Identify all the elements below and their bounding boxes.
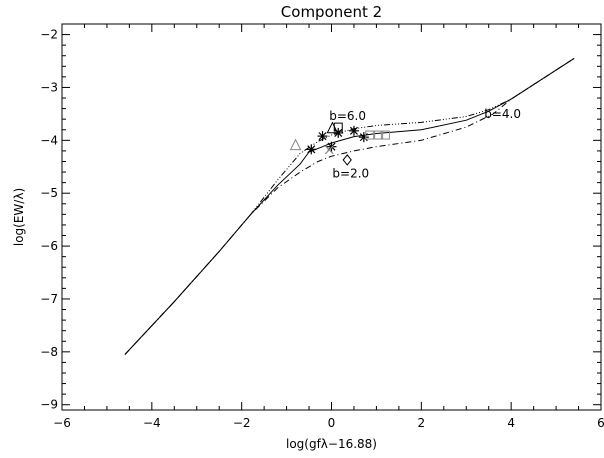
x-tick-label: 0 [328, 416, 336, 430]
y-axis-title: log(EW/λ) [12, 188, 26, 246]
triangle-marker [326, 121, 339, 134]
annotations-group: b=6.0 b=4.0 b=2.0 [329, 107, 521, 180]
square-marker [365, 130, 375, 140]
series-line [124, 57, 575, 355]
y-tick-label: −8 [40, 345, 58, 359]
y-tick-label: −9 [40, 398, 58, 412]
series-line [124, 57, 575, 355]
axis-ticks: −6 −4 −2 0 2 4 6 −9 −8 −7 −6 −5 −4 −3 −2 [40, 24, 604, 430]
markers-group [289, 121, 390, 166]
triangle-marker [289, 138, 302, 151]
x-axis-title: log(gfλ−16.88) [286, 437, 377, 451]
asterisk-marker [358, 132, 369, 143]
y-tick-label: −5 [40, 186, 58, 200]
square-marker [380, 130, 390, 140]
plot-frame [61, 23, 602, 411]
square-marker [374, 130, 384, 140]
y-tick-label: −4 [40, 133, 58, 147]
x-tick-label: −6 [53, 416, 71, 430]
line-annotation: b=6.0 [329, 109, 366, 123]
cross-marker [324, 145, 334, 155]
series-group [124, 57, 575, 355]
x-tick-label: 4 [507, 416, 515, 430]
asterisk-marker [348, 125, 359, 136]
y-tick-label: −2 [40, 28, 58, 42]
chart-title: Component 2 [281, 3, 382, 21]
line-annotation: b=4.0 [484, 107, 521, 121]
diamond-marker [342, 154, 352, 166]
asterisk-marker [317, 131, 328, 142]
x-tick-label: −4 [143, 416, 161, 430]
square-marker [333, 122, 343, 132]
y-tick-label: −7 [40, 292, 58, 306]
x-tick-label: 2 [418, 416, 426, 430]
asterisk-marker [326, 141, 337, 152]
asterisk-marker [306, 144, 317, 155]
line-annotation: b=2.0 [332, 166, 369, 180]
y-tick-label: −3 [40, 80, 58, 94]
x-tick-label: −2 [233, 416, 251, 430]
y-tick-label: −6 [40, 239, 58, 253]
series-line [124, 57, 575, 355]
x-tick-label: 6 [597, 416, 604, 430]
